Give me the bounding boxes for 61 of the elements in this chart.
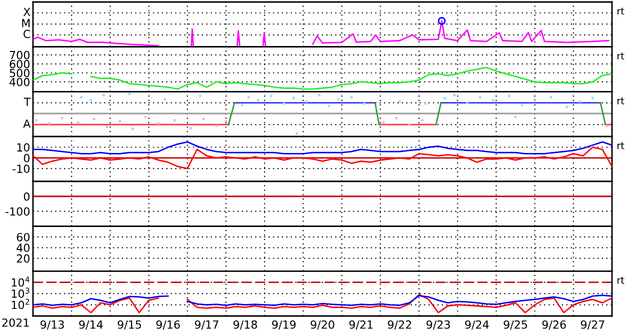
point: [157, 122, 160, 125]
ref-line-label: A: [23, 120, 31, 128]
text: rt: [618, 142, 624, 150]
y-tick-label: -10: [12, 164, 30, 173]
x-tick-label: 9/17: [194, 320, 218, 330]
point: [215, 124, 218, 128]
point: [453, 94, 456, 96]
y-tick-label: 0: [24, 192, 30, 201]
y-tick-label: 400: [10, 78, 30, 86]
point: [92, 118, 96, 120]
point: [164, 98, 166, 101]
y-tick-label: 60: [16, 232, 30, 242]
y-tick-label: 40: [16, 244, 30, 252]
y-tick-label: -100: [6, 207, 30, 216]
point: [591, 96, 594, 100]
x-tick-label: 9/27: [580, 320, 604, 330]
y-tick-label: 0: [24, 154, 30, 162]
y-tick-label: 10$^{3}$: [12, 288, 30, 298]
point: [144, 116, 147, 118]
point: [424, 102, 427, 105]
text: rt: [618, 8, 624, 15]
x-tick-label: 9/14: [79, 320, 103, 330]
y-tick-label: 10$^{4}$: [12, 276, 30, 287]
point: [282, 102, 286, 105]
x-tick-label: 9/16: [156, 320, 180, 330]
point: [292, 96, 295, 100]
x-tick-label: 9/15: [118, 320, 142, 330]
ref-line-label: T: [24, 98, 31, 106]
point: [408, 123, 411, 126]
x-axis-title: 2021: [2, 318, 29, 327]
y-tick-label: 10$^{2}$: [12, 298, 30, 310]
text: rt: [618, 97, 624, 104]
line-series: [33, 141, 612, 154]
x-tick-label: 9/26: [542, 320, 566, 330]
ref-line-label: X: [23, 8, 30, 16]
ref-line-label: M: [22, 18, 30, 28]
x-tick-label: 9/23: [426, 320, 450, 330]
y-tick-label: 700: [10, 50, 30, 60]
point: [48, 122, 50, 125]
text: rt: [618, 52, 624, 60]
point: [606, 124, 608, 128]
y-tick-label: 600: [10, 60, 30, 68]
point: [363, 102, 366, 105]
x-tick-label: 9/18: [234, 320, 258, 330]
ref-line-label: C: [24, 30, 30, 38]
x-tick-label: 9/19: [272, 320, 296, 330]
x-tick-label: 9/25: [504, 320, 528, 330]
x-tick-label: 9/13: [40, 320, 64, 330]
x-tick-label: 9/21: [349, 320, 373, 330]
x-tick-label: 9/20: [310, 320, 334, 330]
line-series: [33, 146, 612, 170]
x-tick-label: 9/22: [388, 320, 412, 330]
point: [534, 98, 536, 101]
y-tick-label: 20: [16, 254, 30, 263]
x-tick-label: 9/24: [465, 320, 489, 330]
y-tick-label: 10: [17, 143, 30, 152]
point: [118, 120, 122, 122]
point: [328, 104, 330, 108]
point: [337, 98, 340, 101]
text: rt: [618, 276, 624, 284]
y-tick-label: 500: [10, 68, 30, 78]
